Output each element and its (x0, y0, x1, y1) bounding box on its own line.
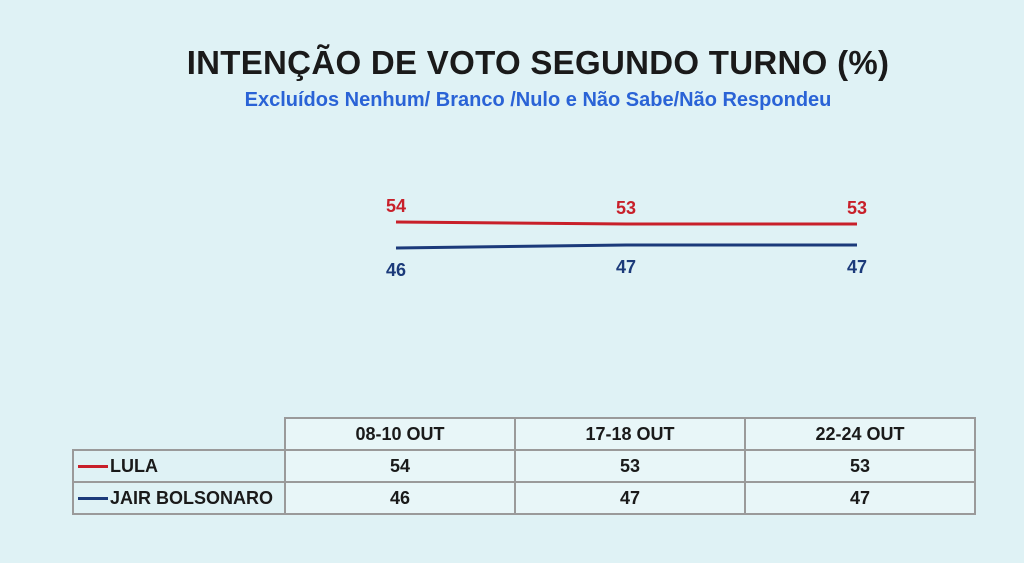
table-cell: 54 (284, 449, 516, 483)
legend-swatch-lula (78, 465, 108, 469)
table-cell: 53 (744, 449, 976, 483)
data-table: 08-10 OUT 17-18 OUT 22-24 OUT LULA 54 53… (72, 417, 976, 515)
table-row-header: JAIR BOLSONARO (72, 481, 286, 515)
series-line-lula (395, 220, 857, 226)
legend-label-bolsonaro: JAIR BOLSONARO (110, 487, 274, 508)
table-row-bolsonaro: JAIR BOLSONARO 46 47 47 (72, 481, 976, 515)
table-column-header: 08-10 OUT (284, 417, 516, 451)
data-label: 47 (616, 257, 636, 277)
table-column-header: 22-24 OUT (744, 417, 976, 451)
table-cell: 47 (744, 481, 976, 515)
series-line-bolsonaro (395, 243, 857, 250)
table-column-header: 17-18 OUT (514, 417, 746, 451)
chart-title: INTENÇÃO DE VOTO SEGUNDO TURNO (%) (186, 44, 890, 81)
table-cell: 46 (284, 481, 516, 515)
table-header-row: 08-10 OUT 17-18 OUT 22-24 OUT (73, 417, 976, 451)
data-label: 53 (616, 198, 636, 218)
table-cell: 53 (514, 449, 746, 483)
line-chart: 54 53 53 46 47 47 (386, 196, 867, 280)
data-label: 53 (847, 198, 867, 218)
data-label: 46 (386, 260, 406, 280)
table-cell: 47 (514, 481, 746, 515)
data-label: 54 (386, 196, 406, 216)
legend-swatch-bolsonaro (78, 497, 108, 501)
legend-label-lula: LULA (110, 455, 158, 476)
table-corner-cell (73, 418, 286, 451)
data-label: 47 (847, 257, 867, 277)
chart-subtitle: Excluídos Nenhum/ Branco /Nulo e Não Sab… (244, 89, 832, 111)
table-row-lula: LULA 54 53 53 (72, 449, 976, 483)
table-row-header: LULA (72, 449, 286, 483)
